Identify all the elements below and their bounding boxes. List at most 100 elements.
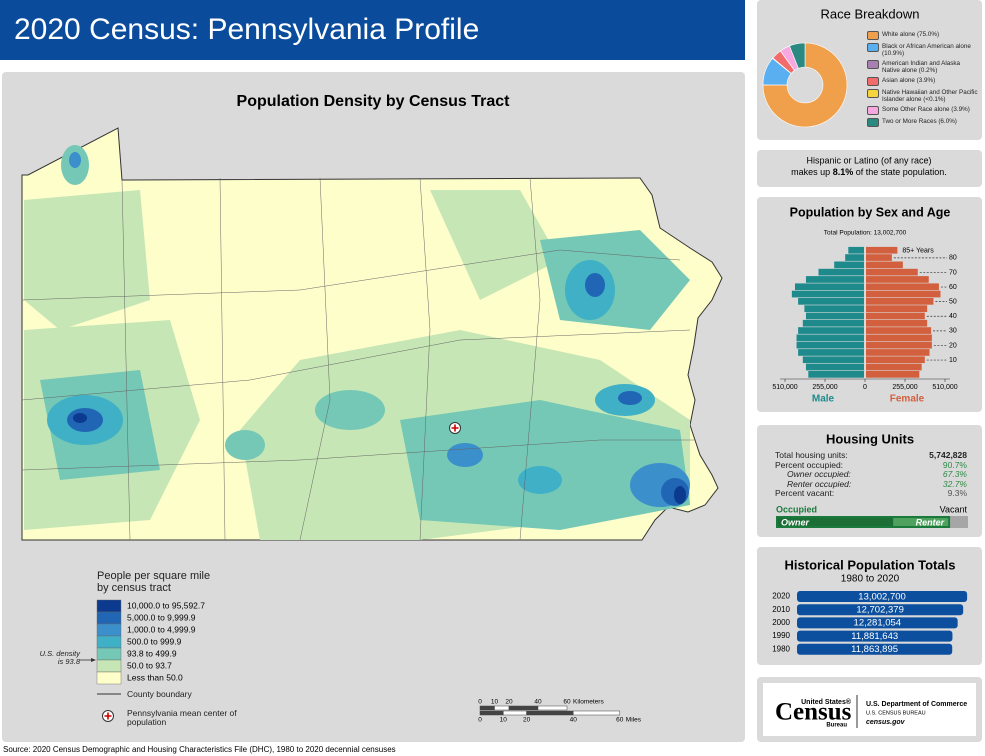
female-bar	[866, 356, 925, 364]
occupied-label: Occupied	[776, 504, 817, 514]
header-bar	[0, 0, 745, 60]
male-bar	[802, 356, 864, 364]
housing-value: 9.3%	[947, 488, 967, 499]
female-bar	[866, 283, 939, 291]
value-label: 11,863,895	[851, 644, 898, 655]
legend-item: White alone (75.0%)	[867, 31, 979, 40]
age-label: 40	[949, 313, 957, 320]
female-bar	[866, 341, 932, 349]
x-tick-label: 0	[863, 384, 867, 391]
hispanic-suffix: of the state population.	[856, 167, 947, 177]
logo-bottom: Bureau	[826, 723, 847, 729]
us-density-note: U.S. density is 93.8	[39, 649, 80, 666]
housing-label: Total housing units:	[775, 450, 848, 460]
year-label: 2020	[772, 592, 790, 601]
male-bar	[796, 341, 864, 349]
male-bar	[791, 290, 864, 298]
legend-swatch	[867, 89, 879, 98]
owner-label: Owner	[781, 517, 810, 527]
female-bar	[866, 246, 898, 254]
hispanic-value: 8.1%	[833, 167, 854, 177]
hispanic-line2: makes up 8.1% of the state population.	[791, 167, 947, 177]
legend-label: American Indian and Alaska Native alone …	[882, 60, 961, 74]
legend-swatch	[96, 599, 122, 613]
legend-label: Black or African American alone (10.9%)	[882, 43, 971, 57]
year-label: 1990	[772, 631, 790, 640]
race-legend: White alone (75.0%) Black or African Amer…	[867, 31, 979, 127]
hispanic-panel	[757, 150, 982, 187]
x-tick-label: 510,000	[932, 384, 957, 391]
pyramid-subtitle: Total Population: 13,002,700	[824, 230, 907, 237]
age-label: 10	[949, 357, 957, 364]
scale-tick-label: 0	[478, 699, 482, 706]
age-label: 30	[949, 328, 957, 335]
county-boundary-label: County boundary	[127, 689, 192, 699]
female-bar	[866, 349, 930, 356]
scale-segment	[572, 710, 621, 716]
value-label: 11,881,643	[851, 631, 898, 642]
value-label: 12,281,054	[854, 618, 902, 629]
scale-segment	[537, 705, 568, 711]
legend-swatch	[867, 118, 879, 127]
legend-label: 10,000.0 to 95,592.7	[127, 600, 205, 610]
year-label: 2000	[772, 618, 790, 627]
history-bar	[797, 591, 968, 602]
x-tick-label: 510,000	[772, 384, 797, 391]
hispanic-prefix: makes up	[791, 167, 830, 177]
legend-swatch	[867, 31, 879, 40]
mean-center-label: Pennsylvania mean center of population	[127, 708, 237, 727]
legend-item: American Indian and Alaska Native alone …	[867, 60, 979, 74]
scale-tick-label: 60	[616, 717, 624, 724]
logo-wordmark: Census	[775, 699, 852, 726]
renter-label: Renter	[916, 517, 945, 527]
female-bar	[866, 305, 928, 312]
legend-label: Some Other Race alone (3.9%)	[882, 106, 970, 113]
legend-item: Black or African American alone (10.9%)	[867, 43, 979, 57]
owner-bar	[778, 518, 894, 526]
scale-unit: Kilometers	[573, 699, 604, 706]
housing-row: Owner occupied: 67.3%	[775, 470, 967, 480]
legend-item: Some Other Race alone (3.9%)	[867, 106, 979, 115]
male-bar	[848, 246, 864, 254]
history-title: Historical Population Totals	[785, 557, 956, 572]
pyramid-title: Population by Sex and Age	[790, 205, 951, 219]
age-label: 70	[949, 269, 957, 276]
value-label: 12,702,379	[856, 605, 904, 616]
legend-label: Native Hawaiian and Other Pacific Island…	[882, 89, 978, 103]
year-label: 1980	[772, 644, 790, 653]
mean-center-marker	[449, 422, 461, 434]
scale-tick-label: 60	[563, 699, 571, 706]
history-bar	[797, 617, 958, 629]
housing-label: Renter occupied:	[787, 478, 852, 489]
logo-url: census.gov	[866, 719, 906, 726]
legend-label: 50.0 to 93.7	[127, 660, 172, 670]
housing-panel	[757, 425, 982, 537]
male-bar	[805, 363, 864, 371]
history-bar	[797, 630, 953, 642]
history-bar	[797, 643, 953, 655]
male-bar	[798, 349, 864, 356]
scale-tick-label: 40	[570, 717, 578, 724]
male-bar	[804, 305, 864, 312]
legend-label: Less than 50.0	[127, 672, 183, 682]
legend-swatch	[96, 635, 122, 649]
housing-row: Total housing units: 5,742,828	[775, 450, 967, 461]
county-lines	[21, 177, 695, 541]
legend-swatch	[867, 106, 879, 115]
legend-swatch	[867, 77, 879, 86]
housing-label: Percent vacant:	[775, 488, 835, 499]
state-map	[21, 127, 723, 541]
scale-tick-label: 20	[523, 717, 531, 724]
legend-label: White alone (75.0%)	[882, 31, 940, 38]
legend-item: Asian alone (3.9%)	[867, 77, 979, 86]
logo-top: United States®	[801, 698, 852, 706]
legend-label: 93.8 to 499.9	[127, 648, 177, 658]
series-label: Female	[890, 394, 925, 405]
scale-tick-label: 10	[500, 717, 508, 724]
scale-tick-label: 10	[491, 699, 499, 706]
scale-unit: Miles	[626, 717, 642, 724]
scale-segment	[503, 710, 527, 716]
legend-item: Two or More Races (6.0%)	[867, 118, 979, 127]
logo-box	[763, 683, 976, 736]
